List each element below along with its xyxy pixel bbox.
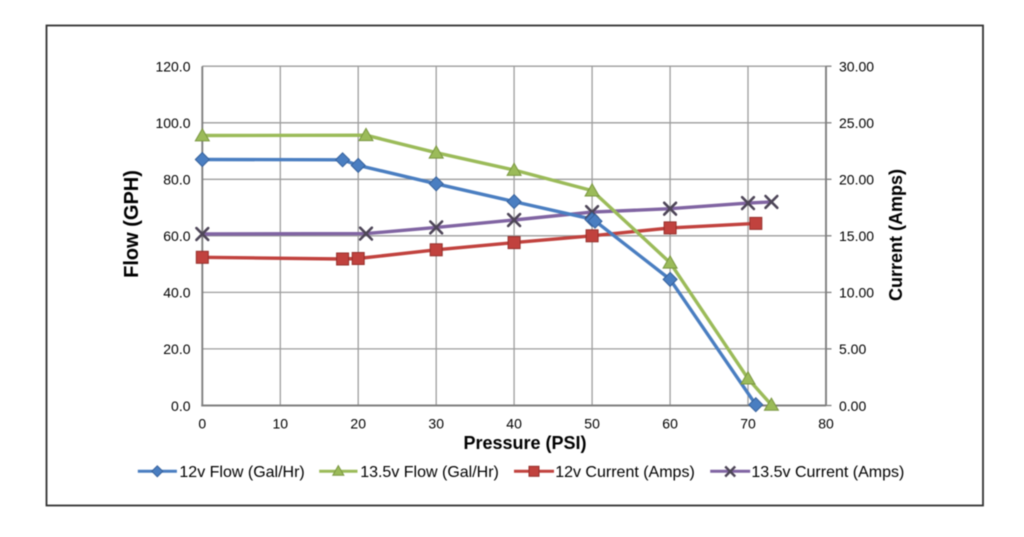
svg-text:25.00: 25.00 [839, 115, 874, 131]
svg-text:80.0: 80.0 [163, 172, 190, 188]
svg-text:120.0: 120.0 [155, 59, 190, 75]
svg-text:20.00: 20.00 [839, 172, 874, 188]
svg-text:15.00: 15.00 [839, 228, 874, 244]
svg-text:12v Flow (Gal/Hr): 12v Flow (Gal/Hr) [179, 464, 304, 481]
svg-text:100.0: 100.0 [155, 115, 190, 131]
svg-text:5.00: 5.00 [839, 341, 866, 357]
svg-text:60: 60 [662, 416, 678, 432]
svg-text:10: 10 [273, 416, 289, 432]
svg-text:12v Current (Amps): 12v Current (Amps) [555, 464, 695, 481]
svg-text:40.0: 40.0 [163, 285, 190, 301]
svg-text:70: 70 [740, 416, 756, 432]
svg-text:30: 30 [428, 416, 444, 432]
svg-text:13.5v Flow (Gal/Hr): 13.5v Flow (Gal/Hr) [360, 464, 499, 481]
svg-text:30.00: 30.00 [839, 59, 874, 75]
svg-text:10.00: 10.00 [839, 285, 874, 301]
svg-text:0: 0 [198, 416, 206, 432]
svg-text:Flow (GPH): Flow (GPH) [121, 170, 143, 278]
svg-text:13.5v Current (Amps): 13.5v Current (Amps) [751, 464, 904, 481]
svg-text:50: 50 [584, 416, 600, 432]
svg-text:0.00: 0.00 [839, 398, 866, 414]
svg-text:20: 20 [350, 416, 366, 432]
svg-text:40: 40 [506, 416, 522, 432]
svg-text:80: 80 [818, 416, 834, 432]
svg-text:20.0: 20.0 [163, 341, 190, 357]
svg-text:60.0: 60.0 [163, 228, 190, 244]
svg-text:Current (Amps): Current (Amps) [886, 169, 906, 301]
svg-text:0.0: 0.0 [171, 398, 191, 414]
svg-text:Pressure (PSI): Pressure (PSI) [463, 433, 586, 453]
